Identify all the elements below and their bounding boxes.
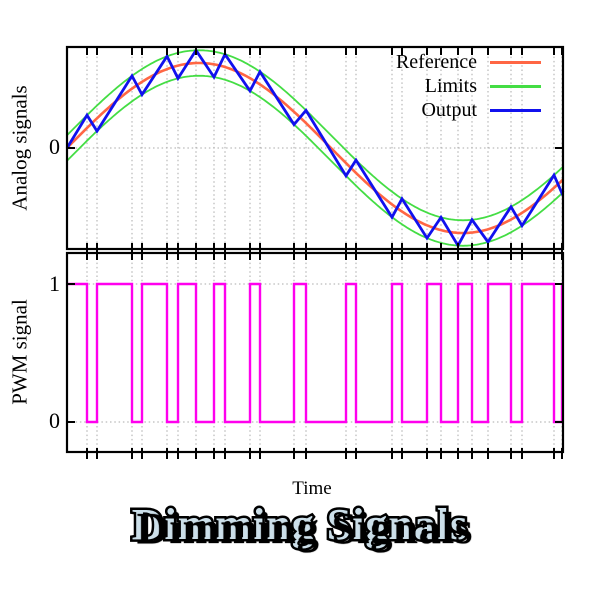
- figure-title-shadow: Dimming Signals: [136, 504, 474, 553]
- reference-line-swatch: [490, 60, 541, 64]
- bottom-plot-y-axis-label: PWM signal: [7, 299, 32, 405]
- limits-line-swatch: [490, 84, 541, 88]
- legend: Reference Limits Output: [396, 50, 541, 122]
- legend-label-output: Output: [421, 98, 477, 121]
- pwm-curve: [67, 282, 564, 424]
- bottom-plot-ytick-zero: 0: [49, 408, 60, 433]
- lower-limit-curve: [66, 74, 564, 247]
- top-plot-ytick-zero: 0: [49, 134, 60, 159]
- figure-title-outline: Dimming Signals: [129, 498, 470, 552]
- legend-row-limits: Limits: [396, 74, 541, 98]
- bottom-plot-ytick-one: 1: [49, 271, 60, 296]
- legend-label-reference: Reference: [395, 50, 477, 73]
- figure-title-text: Dimming Signals: [131, 500, 469, 549]
- legend-row-reference: Reference: [396, 50, 541, 74]
- output-curve: [65, 47, 565, 249]
- figure-title: Dimming Signals Dimming Signals Dimming …: [0, 498, 600, 554]
- x-axis-label: Time: [292, 478, 332, 499]
- bottom-plot-frame: [65, 251, 565, 454]
- upper-limit-curve: [66, 49, 564, 222]
- legend-label-limits: Limits: [424, 74, 477, 97]
- output-line-swatch: [490, 108, 541, 112]
- legend-row-output: Output: [396, 98, 541, 122]
